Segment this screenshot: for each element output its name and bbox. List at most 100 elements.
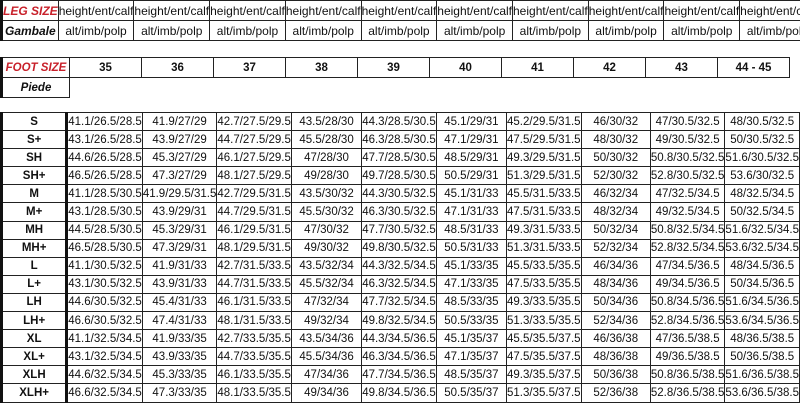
measurement-cell: 45.1/31/33	[435, 184, 508, 204]
empty-cell	[70, 78, 142, 98]
measurement-cell: 47/34/36	[290, 365, 363, 385]
measure-header-en: height/ent/calf	[360, 0, 438, 21]
measurement-cell: 45.1/35/37	[435, 329, 508, 349]
table-row: LH 44.6/30.5/32.5 45.4/31/33 46.1/31.5/33.5…	[0, 292, 800, 313]
measurement-cell: 46.3/32.5/34.5	[361, 274, 437, 294]
table-row: S+ 43.1/26.5/28.5 43.9/27/29 44.7/27.5/29.5…	[0, 130, 800, 150]
measurement-cell: 44.6/32.5/34.5	[66, 365, 143, 385]
measurement-cell: 47/30/32	[290, 220, 363, 240]
measurement-cell: 49.8/34.5/36.5	[361, 383, 437, 403]
measurement-cell: 48.5/35/37	[435, 365, 508, 385]
measurement-cell: 44.5/28.5/30.5	[66, 220, 143, 240]
measurement-cell: 41.1/26.5/28.5	[66, 111, 143, 132]
measure-header-en: height/ent/calf	[57, 0, 135, 21]
measurement-cell: 52/36/38	[580, 383, 651, 403]
measurement-cell: 47/36.5/38.5	[649, 329, 726, 349]
measurement-cell: 49.8/30.5/32.5	[361, 238, 437, 258]
measurement-cell: 49/36.5/38.5	[649, 347, 726, 367]
measurement-cell: 50.8/34.5/36.5	[649, 292, 726, 313]
measurement-cell: 41.9/31/33	[141, 256, 218, 276]
empty-cell	[646, 78, 718, 98]
foot-size-value: 39	[357, 57, 430, 78]
measurement-cell: 45.3/33/35	[141, 365, 218, 385]
table-row: XL 41.1/32.5/34.5 41.9/33/35 42.7/33.5/35.5…	[0, 329, 800, 349]
measurement-cell: 43.9/27/29	[141, 130, 218, 150]
measurement-cell: 42.7/27.5/29.5	[216, 111, 292, 132]
foot-size-row: FOOT SIZE 35 36 37 38 39 40 41 42 43 44 - 45	[0, 57, 790, 78]
measurement-cell: 45.5/31.5/33.5	[506, 184, 582, 204]
measurement-cell: 50/34.5/36.5	[724, 274, 800, 294]
measurement-cell: 51.6/36.5/38.5	[724, 365, 800, 385]
measurement-cell: 46.3/30.5/32.5	[361, 202, 437, 222]
measurement-cell: 44.3/30.5/32.5	[361, 184, 437, 204]
leg-size-code: L	[0, 256, 69, 276]
measurement-cell: 47.1/29/31	[435, 130, 508, 150]
measurement-cell: 52/32/34	[580, 238, 651, 258]
table-row: M+ 43.1/28.5/30.5 43.9/29/31 44.7/29.5/31.5…	[0, 202, 800, 222]
measurement-cell: 47.7/28.5/30.5	[361, 148, 437, 168]
empty-cell	[430, 78, 502, 98]
table-row: L 41.1/30.5/32.5 41.9/31/33 42.7/31.5/33.5 4…	[0, 256, 800, 276]
measurement-cell: 44.3/32.5/34.5	[361, 256, 437, 276]
leg-size-row-1: LEG SIZE height/ent/calf height/ent/calf he…	[0, 0, 800, 21]
piede-row: Piede	[0, 77, 790, 98]
table-row: MH+ 46.5/28.5/30.5 47.3/29/31 48.1/29.5/31.…	[0, 238, 800, 258]
measurement-cell: 45.5/32/34	[290, 274, 363, 294]
measurement-cell: 50.8/36.5/38.5	[649, 365, 726, 385]
measurement-cell: 50/32.5/34.5	[724, 202, 800, 222]
measurement-cell: 41.1/32.5/34.5	[66, 329, 143, 349]
leg-size-code: SH	[0, 148, 69, 168]
measurement-cell: 50/34/36	[580, 292, 651, 313]
measurement-cell: 47.5/31.5/33.5	[506, 202, 582, 222]
measurement-cell: 49/30.5/32.5	[649, 130, 726, 150]
leg-size-row-2: Gambale alt/imb/polp alt/imb/polp alt/imb/p…	[0, 20, 800, 41]
leg-size-code: S	[0, 111, 69, 132]
measurement-cell: 50.5/29/31	[435, 166, 508, 186]
measurement-cell: 43.5/28/30	[290, 111, 363, 132]
measurement-cell: 41.9/27/29	[141, 111, 218, 132]
measurement-cell: 43.1/32.5/34.5	[66, 347, 143, 367]
measurement-cell: 47/34.5/36.5	[649, 256, 726, 276]
measurement-cell: 49.8/32.5/34.5	[361, 311, 437, 331]
table-row: XLH+ 46.6/32.5/34.5 47.3/33/35 48.1/33.5/35…	[0, 383, 800, 403]
measurement-cell: 48.5/31/33	[435, 220, 508, 240]
measurement-cell: 50/30.5/32.5	[724, 130, 800, 150]
measurement-cell: 51.6/32.5/34.5	[724, 220, 800, 240]
empty-cell	[358, 78, 430, 98]
leg-size-header-table: LEG SIZE height/ent/calf height/ent/calf he…	[0, 0, 800, 41]
measurement-cell: 47.1/31/33	[435, 202, 508, 222]
size-chart-table: S 41.1/26.5/28.5 41.9/27/29 42.7/27.5/29.5 4…	[0, 111, 800, 403]
leg-size-code: LH+	[0, 311, 69, 331]
table-row: SH+ 46.5/26.5/28.5 47.3/27/29 48.1/27.5/29.…	[0, 166, 800, 186]
measurement-cell: 45.2/29.5/31.5	[506, 111, 582, 132]
measurement-cell: 48.1/29.5/31.5	[216, 238, 292, 258]
measurement-cell: 49.3/35.5/37.5	[506, 365, 582, 385]
measure-header-it: alt/imb/polp	[587, 20, 665, 41]
measurement-cell: 43.5/34/36	[290, 329, 363, 349]
measurement-cell: 48/30/32	[580, 130, 651, 150]
measurement-cell: 49/34.5/36.5	[649, 274, 726, 294]
measurement-cell: 45.5/28/30	[290, 130, 363, 150]
measurement-cell: 45.5/33.5/35.5	[506, 256, 582, 276]
measurement-cell: 43.1/26.5/28.5	[66, 130, 143, 150]
measurement-cell: 53.6/34.5/36.5	[724, 311, 800, 331]
measurement-cell: 47.3/27/29	[141, 166, 218, 186]
measurement-cell: 45.1/33/35	[435, 256, 508, 276]
leg-size-label: LEG SIZE	[0, 0, 59, 21]
leg-size-code: M+	[0, 202, 69, 222]
measurement-cell: 51.3/31.5/33.5	[506, 238, 582, 258]
measurement-cell: 50.8/32.5/34.5	[649, 220, 726, 240]
measurement-cell: 47/30.5/32.5	[649, 111, 726, 132]
measurement-cell: 48/34.5/36.5	[724, 256, 800, 276]
measurement-cell: 50/32/34	[580, 220, 651, 240]
measurement-cell: 41.1/30.5/32.5	[66, 256, 143, 276]
measurement-cell: 44.7/31.5/33.5	[216, 274, 292, 294]
leg-size-code: LH	[0, 292, 69, 313]
measurement-cell: 46.1/27.5/29.5	[216, 148, 292, 168]
measurement-cell: 46.3/34.5/36.5	[361, 347, 437, 367]
measurement-cell: 47.7/30.5/32.5	[361, 220, 437, 240]
empty-cell	[718, 78, 790, 98]
foot-size-value: 37	[213, 57, 286, 78]
measurement-cell: 48/36.5/38.5	[724, 329, 800, 349]
measure-header-en: height/ent/calf	[512, 0, 589, 21]
